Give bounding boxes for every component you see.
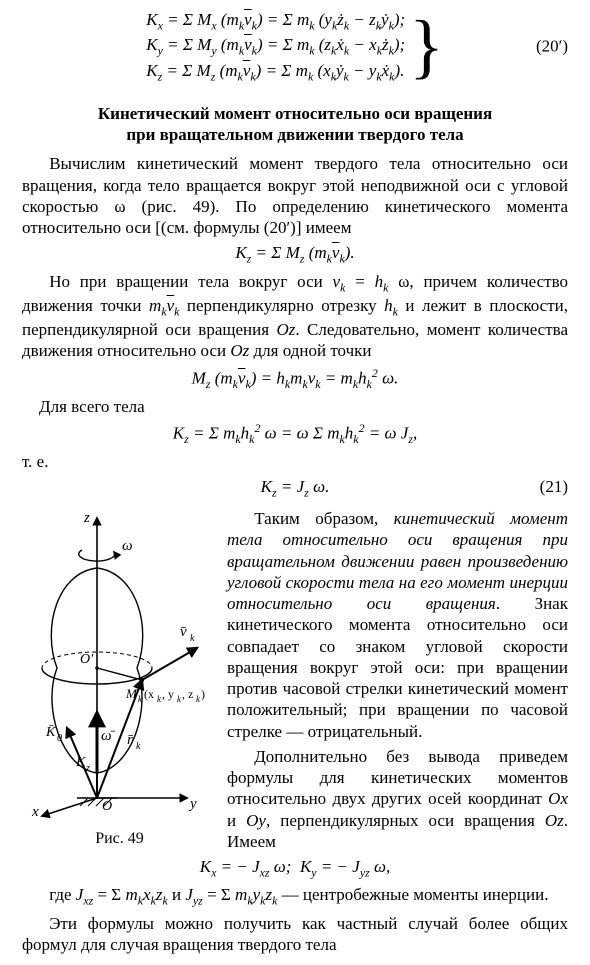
- equation-mz: Mz (mkvk) = hkmkvk = mkhk2 ω.: [22, 366, 568, 392]
- equation-kxky: Kx = − Jxz ω; Ky = − Jyz ω,: [22, 856, 568, 880]
- svg-text:, z: , z: [182, 687, 193, 701]
- section-title: Кинетический момент относительно оси вра…: [22, 103, 568, 146]
- svg-text:(x: (x: [144, 687, 154, 701]
- svg-text:O': O': [80, 652, 94, 667]
- figure-49-svg: ω O' v̄ k r̄ k ω̄: [22, 508, 217, 818]
- svg-text:y: y: [188, 796, 197, 812]
- equation-20prime-lines: Kx = Σ Mx (mkvk) = Σ mk (ykżk − zkẏk); K…: [146, 8, 405, 85]
- svg-text:k: k: [190, 633, 195, 644]
- svg-text:k: k: [136, 741, 141, 752]
- svg-text:r̄: r̄: [127, 732, 133, 748]
- svg-text:O: O: [102, 799, 112, 814]
- paragraph-2: Но при вращении тела вокруг оси vk = hk …: [22, 271, 568, 362]
- section-title-l2: при вращательном движении твердого тела: [126, 125, 463, 144]
- equation-whole: Kz = Σ mkhk2 ω = ω Σ mkhk2 = ω Jz,: [22, 421, 568, 447]
- equation-number-21: (21): [540, 476, 568, 497]
- svg-text:v̄: v̄: [180, 624, 187, 640]
- svg-text:ω̄: ω̄: [101, 728, 116, 744]
- equation-kz: Kz = Σ Mz (mkvk).: [22, 242, 568, 266]
- paragraph-5: где Jxz = Σ mkxkzk и Jyz = Σ mkykzk — це…: [22, 884, 568, 908]
- figure-49: ω O' v̄ k r̄ k ω̄: [22, 508, 217, 849]
- paragraph-6: Эти формулы можно получить как частный с…: [22, 913, 568, 956]
- brace-icon: }: [409, 10, 444, 82]
- equation-number-20prime: (20′): [536, 36, 568, 57]
- svg-text:): ): [201, 687, 205, 701]
- svg-text:z: z: [83, 510, 90, 526]
- svg-text:K̄: K̄: [45, 725, 56, 740]
- equation-21: Kz = Jz ω. (21): [22, 476, 568, 500]
- svg-text:, y: , y: [162, 687, 174, 701]
- paragraph-1: Вычислим кинетический момент твердого те…: [22, 153, 568, 238]
- label-t-e: т. е.: [22, 451, 568, 472]
- svg-text:ω: ω: [122, 538, 133, 554]
- svg-text:M: M: [125, 686, 138, 701]
- section-title-l1: Кинетический момент относительно оси вра…: [98, 104, 492, 123]
- svg-text:x: x: [31, 804, 39, 818]
- label-whole-body: Для всего тела: [22, 396, 568, 417]
- svg-text:0: 0: [57, 733, 62, 744]
- equation-20prime: Kx = Σ Mx (mkvk) = Σ mk (ykżk − zkẏk); K…: [22, 8, 568, 85]
- figure-caption: Рис. 49: [22, 829, 217, 849]
